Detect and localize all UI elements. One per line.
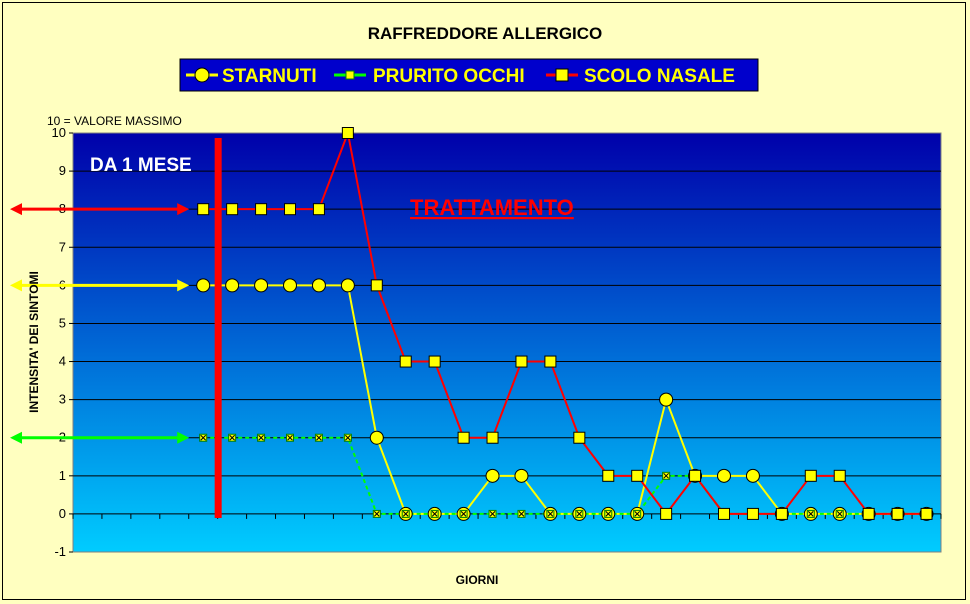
data-point-starnuti [196, 278, 211, 293]
data-point-starnuti [485, 468, 500, 483]
data-point-prurito-occhi [575, 509, 584, 518]
y-tick-label: 10 [52, 125, 66, 140]
data-point-scolo-nasale [573, 431, 586, 444]
legend-label: STARNUTI [222, 66, 317, 87]
treatment-label: TRATTAMENTO [410, 195, 574, 220]
series-line-scolo-nasale [203, 129, 927, 516]
legend-marker [555, 68, 569, 82]
data-point-starnuti [717, 468, 731, 483]
period-label: DA 1 MESE [90, 155, 192, 176]
data-point-scolo-nasale [660, 507, 673, 520]
data-point-prurito-occhi [401, 509, 410, 518]
data-point-scolo-nasale [399, 355, 412, 368]
y-tick-label: 9 [59, 163, 66, 178]
data-point-starnuti [659, 392, 674, 407]
data-point-scolo-nasale [746, 507, 759, 520]
data-point-scolo-nasale [862, 507, 875, 520]
data-point-scolo-nasale [312, 203, 325, 216]
data-point-prurito-occhi [314, 433, 323, 442]
data-point-prurito-occhi [517, 509, 526, 518]
arrow-head-right [177, 431, 190, 444]
data-point-prurito-occhi [488, 509, 497, 518]
x-axis-label: GIORNI [456, 573, 499, 587]
baseline-arrows [10, 203, 190, 444]
arrow-head-left [10, 431, 22, 444]
data-point-prurito-occhi [372, 509, 381, 518]
data-point-starnuti [514, 468, 529, 483]
legend-marker [194, 67, 210, 83]
legend-label: PRURITO OCCHI [373, 66, 525, 87]
arrow-head-left [10, 203, 22, 216]
data-point-prurito-occhi [257, 433, 266, 442]
data-point-starnuti [225, 278, 240, 293]
data-point-scolo-nasale [370, 279, 383, 292]
data-point-prurito-occhi [835, 509, 844, 518]
y-tick-label: 4 [59, 354, 66, 369]
data-point-prurito-occhi [343, 433, 352, 442]
data-point-scolo-nasale [544, 355, 557, 368]
data-point-prurito-occhi [806, 509, 815, 518]
data-point-starnuti [254, 278, 269, 293]
data-point-prurito-occhi [633, 509, 642, 518]
data-point-prurito-occhi [662, 471, 671, 480]
y-ticks: 109876543210-1 [52, 125, 73, 559]
data-point-starnuti [283, 278, 297, 293]
series-markers [196, 127, 934, 521]
y-tick-label: 5 [59, 315, 66, 330]
data-point-starnuti [311, 278, 326, 293]
data-point-prurito-occhi [604, 509, 613, 518]
y-axis-label: INTENSITA' DEI SINTOMI [27, 271, 41, 413]
legend-label: SCOLO NASALE [584, 66, 735, 87]
data-point-prurito-occhi [228, 433, 237, 442]
data-point-scolo-nasale [920, 507, 933, 520]
y-tick-label: 1 [59, 468, 66, 483]
data-point-scolo-nasale [284, 203, 296, 216]
data-point-scolo-nasale [226, 203, 239, 216]
data-point-scolo-nasale [515, 355, 528, 368]
chart-title: RAFFREDDORE ALLERGICO [368, 24, 603, 43]
y-tick-label: 7 [59, 239, 66, 254]
data-point-scolo-nasale [602, 469, 615, 482]
data-point-prurito-occhi [199, 433, 208, 442]
y-tick-label: 3 [59, 392, 66, 407]
legend-box [179, 58, 759, 92]
y-tick-label: 0 [59, 506, 66, 521]
y-tick-label: -1 [54, 544, 66, 559]
data-point-scolo-nasale [486, 431, 499, 444]
data-point-scolo-nasale [689, 469, 702, 482]
arrow-head-left [10, 279, 22, 292]
arrow-head-right [177, 203, 190, 216]
legend-marker [345, 70, 355, 80]
data-point-scolo-nasale [775, 507, 788, 520]
data-point-starnuti [369, 430, 384, 445]
data-point-scolo-nasale [457, 431, 470, 444]
arrow-head-right [177, 279, 190, 292]
data-point-scolo-nasale [341, 127, 354, 139]
data-point-scolo-nasale [255, 203, 268, 216]
data-point-scolo-nasale [804, 469, 817, 482]
data-point-scolo-nasale [718, 507, 730, 520]
data-point-prurito-occhi [286, 433, 294, 442]
data-point-starnuti [340, 278, 355, 293]
y-note: 10 = VALORE MASSIMO [47, 114, 182, 128]
data-point-prurito-occhi [459, 509, 468, 518]
data-point-scolo-nasale [197, 203, 210, 216]
data-point-scolo-nasale [891, 507, 904, 520]
treatment-bar [214, 138, 222, 518]
data-point-prurito-occhi [430, 509, 439, 518]
data-point-prurito-occhi [546, 509, 555, 518]
data-point-scolo-nasale [428, 355, 441, 368]
data-point-scolo-nasale [833, 469, 846, 482]
data-point-starnuti [745, 468, 760, 483]
data-point-scolo-nasale [631, 469, 644, 482]
legend: STARNUTI PRURITO OCCHI SCOLO NASALE [186, 66, 735, 87]
